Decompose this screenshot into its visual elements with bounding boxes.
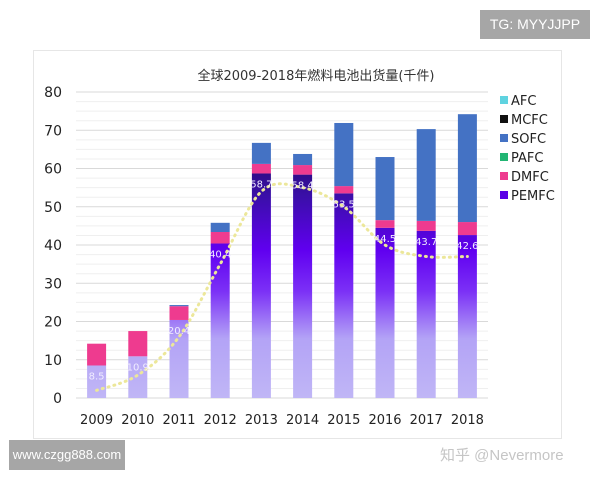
- data-label-pemfc: 20.4: [168, 326, 190, 337]
- legend-swatch-pemfc: [500, 191, 508, 199]
- bar-dmfc-2010: [128, 331, 148, 357]
- bar-pemfc-2017: [416, 230, 436, 398]
- x-tick-label: 2012: [204, 413, 237, 428]
- bar-pemfc-2009: [87, 365, 107, 398]
- trendline: [95, 182, 469, 392]
- bar-sofc-2016: [375, 157, 395, 221]
- x-tick-label: 2011: [162, 413, 195, 428]
- legend-swatch-afc: [500, 96, 508, 104]
- x-tick-label: 2015: [327, 413, 360, 428]
- y-tick-label: 60: [44, 162, 62, 178]
- bar-dmfc-2017: [416, 220, 436, 231]
- bar-dmfc-2014: [293, 165, 313, 175]
- bar-sofc-2013: [251, 142, 271, 164]
- bar-sofc-2018: [457, 114, 477, 223]
- bar-pemfc-2012: [210, 243, 230, 398]
- bar-pemfc-2011: [169, 319, 189, 398]
- legend-swatch-mcfc: [500, 115, 508, 123]
- bar-pemfc-2015: [334, 193, 354, 398]
- data-label-pemfc: 43.7: [415, 237, 437, 248]
- x-tick-label: 2016: [368, 413, 401, 428]
- bar-dmfc-2012: [210, 231, 230, 244]
- bar-sofc-2017: [416, 129, 436, 221]
- x-tick-label: 2013: [245, 413, 278, 428]
- data-label-pemfc: 53.5: [333, 199, 355, 210]
- x-tick-label: 2014: [286, 413, 319, 428]
- bar-dmfc-2013: [251, 163, 271, 174]
- legend-label-dmfc: DMFC: [511, 170, 549, 185]
- bar-pemfc-2013: [251, 173, 271, 398]
- y-tick-label: 80: [44, 85, 62, 101]
- bar-dmfc-2009: [87, 343, 107, 366]
- data-label-pemfc: 58.4: [291, 181, 313, 192]
- x-tick-label: 2010: [121, 413, 154, 428]
- legend-label-mcfc: MCFC: [511, 113, 548, 128]
- bar-dmfc-2018: [457, 222, 477, 236]
- zhihu-watermark: 知乎 @Nevermore: [440, 447, 564, 464]
- bar-pemfc-2016: [375, 227, 395, 398]
- legend-swatch-dmfc: [500, 172, 508, 180]
- y-tick-label: 40: [44, 238, 62, 254]
- legend-swatch-pafc: [500, 153, 508, 161]
- legend-label-pemfc: PEMFC: [511, 189, 555, 204]
- y-tick-label: 20: [44, 315, 62, 331]
- y-tick-label: 50: [44, 200, 62, 216]
- bar-pemfc-2018: [457, 235, 477, 398]
- data-label-pemfc: 8.5: [89, 371, 105, 382]
- data-label-pemfc: 44.5: [374, 234, 396, 245]
- y-tick-label: 30: [44, 276, 62, 292]
- bar-sofc-2011: [169, 305, 189, 307]
- legend-label-sofc: SOFC: [511, 132, 546, 147]
- data-label-pemfc: 40.4: [209, 249, 231, 260]
- tg-watermark: TG: MYYJJPP: [480, 10, 590, 39]
- bar-pemfc-2014: [293, 174, 313, 398]
- bar-pemfc-2010: [128, 356, 148, 398]
- bar-dmfc-2011: [169, 306, 189, 320]
- data-label-pemfc: 42.6: [456, 241, 478, 252]
- legend-label-afc: AFC: [511, 94, 536, 109]
- data-label-pemfc: 58.7: [250, 179, 272, 190]
- legend-swatch-sofc: [500, 134, 508, 142]
- bar-sofc-2014: [293, 153, 313, 166]
- y-tick-label: 10: [44, 353, 62, 369]
- x-tick-label: 2018: [451, 413, 484, 428]
- data-label-pemfc: 10.9: [127, 362, 149, 373]
- bar-sofc-2012: [210, 222, 230, 232]
- bar-dmfc-2015: [334, 186, 354, 194]
- x-tick-label: 2017: [410, 413, 443, 428]
- y-tick-label: 0: [53, 391, 62, 407]
- website-watermark: www.czgg888.com: [9, 440, 125, 470]
- y-tick-label: 70: [44, 123, 62, 139]
- bar-dmfc-2016: [375, 220, 395, 228]
- chart-title: 全球2009-2018年燃料电池出货量(千件): [197, 68, 434, 84]
- x-tick-label: 2009: [80, 413, 113, 428]
- bar-sofc-2015: [334, 122, 354, 187]
- legend-label-pafc: PAFC: [511, 151, 543, 166]
